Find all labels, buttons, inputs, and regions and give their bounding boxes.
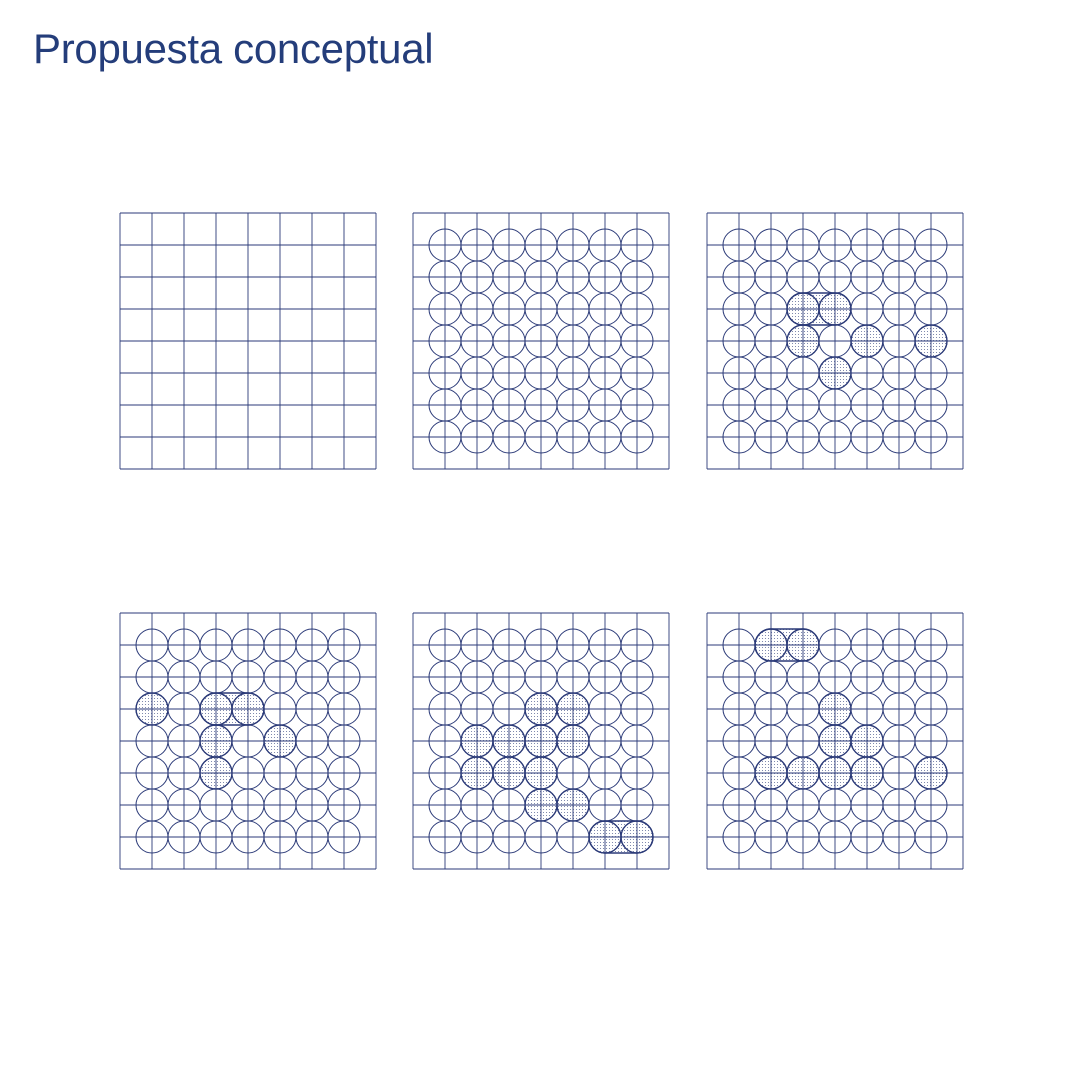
filled-module-outline <box>231 692 265 726</box>
diagram-panel-4 <box>119 612 377 870</box>
filled-module-outline <box>263 724 297 758</box>
filled-module-outline <box>818 292 852 326</box>
filled-module-outline <box>818 356 852 390</box>
filled-module-outline <box>199 756 233 790</box>
module-circle <box>914 820 948 854</box>
module-circle <box>620 420 654 454</box>
filled-module-outline <box>850 756 884 790</box>
diagram-panel-1 <box>119 212 377 470</box>
page-title: Propuesta conceptual <box>33 25 434 72</box>
diagram-panel-2 <box>412 212 670 470</box>
grid-panel-cluster-4 <box>119 612 377 870</box>
grid-panel-cluster-3 <box>706 212 964 470</box>
filled-module-outline <box>914 324 948 358</box>
filled-module-outline <box>556 724 590 758</box>
diagram-panel-5 <box>412 612 670 870</box>
grid-panel-cluster-6 <box>706 612 964 870</box>
filled-module-outline <box>135 692 169 726</box>
diagram-panel-3 <box>706 212 964 470</box>
grid-panel-circles <box>412 212 670 470</box>
diagram-panel-6 <box>706 612 964 870</box>
filled-module-outline <box>914 756 948 790</box>
filled-module-outline <box>786 324 820 358</box>
filled-module-outline <box>850 324 884 358</box>
filled-module-outline <box>620 820 654 854</box>
module-circle <box>914 420 948 454</box>
grid-panel-empty <box>119 212 377 470</box>
grid-panel-cluster-5 <box>412 612 670 870</box>
filled-module-outline <box>556 788 590 822</box>
module-circle <box>327 820 361 854</box>
filled-module-outline <box>786 628 820 662</box>
